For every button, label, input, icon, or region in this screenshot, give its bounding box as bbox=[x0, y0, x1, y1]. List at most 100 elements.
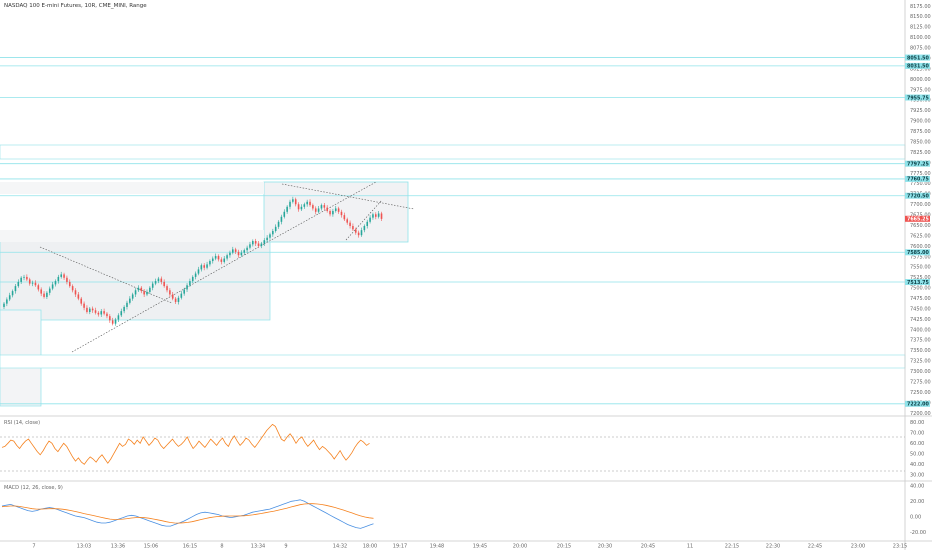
price-tick-label: 7900.00 bbox=[910, 119, 931, 125]
candle-body bbox=[86, 307, 88, 312]
candle-body bbox=[303, 204, 306, 207]
price-tick-label: 7475.00 bbox=[910, 296, 931, 302]
candle-body bbox=[372, 214, 374, 218]
time-tick-label: 19:48 bbox=[430, 544, 444, 550]
price-tick-label: 8175.00 bbox=[910, 4, 931, 10]
candle-body bbox=[343, 215, 346, 220]
time-tick-label: 22:45 bbox=[808, 544, 822, 550]
candle-body bbox=[109, 316, 111, 321]
candle-body bbox=[89, 308, 91, 312]
chart-title: NASDAQ 100 E-mini Futures, 10R, CME_MINI… bbox=[4, 3, 147, 9]
price-tick-label: 7700.00 bbox=[910, 202, 931, 208]
candle-body bbox=[211, 258, 214, 262]
price-tick-label: 7500.00 bbox=[910, 286, 931, 292]
candle-body bbox=[34, 282, 37, 286]
time-tick-label: 8 bbox=[220, 544, 223, 550]
candle-body bbox=[226, 255, 228, 259]
candle-body bbox=[283, 211, 286, 217]
candle-body bbox=[91, 308, 94, 311]
candle-body bbox=[48, 288, 51, 293]
rsi-tick-label: 30.00 bbox=[910, 473, 924, 479]
candle-body bbox=[14, 286, 17, 292]
candle-body bbox=[320, 205, 323, 209]
candle-body bbox=[134, 290, 137, 295]
time-tick-label: 20:00 bbox=[513, 544, 527, 550]
price-tick-label: 7425.00 bbox=[910, 317, 931, 323]
price-tick-label: 7450.00 bbox=[910, 306, 931, 312]
candle-body bbox=[337, 208, 340, 212]
candle-body bbox=[280, 216, 283, 222]
candle-body bbox=[292, 199, 294, 202]
trendlines-layer bbox=[39, 181, 415, 353]
price-tick-label: 7750.00 bbox=[910, 181, 931, 187]
rsi-tick-label: 80.00 bbox=[910, 420, 924, 426]
candle-body bbox=[37, 285, 40, 290]
price-tick-label: 7375.00 bbox=[910, 338, 931, 344]
candle-body bbox=[369, 217, 371, 222]
candle-body bbox=[63, 274, 65, 278]
candle-body bbox=[114, 319, 117, 324]
rsi-tick-label: 60.00 bbox=[910, 441, 924, 447]
macd-tick-label: 0.00 bbox=[910, 515, 921, 521]
price-tick-label: 8150.00 bbox=[910, 14, 931, 20]
macd-tick-label: 40.00 bbox=[910, 484, 924, 490]
candle-body bbox=[191, 276, 194, 282]
rsi-axis: 80.00 70.00 60.00 50.00 40.00 30.00 bbox=[910, 420, 924, 479]
level-tag bbox=[905, 62, 930, 69]
candle-body bbox=[83, 303, 85, 308]
candle-body bbox=[346, 219, 348, 223]
candle-body bbox=[17, 281, 20, 287]
candle-body bbox=[129, 298, 131, 303]
candle-body bbox=[272, 230, 274, 235]
candle-body bbox=[332, 210, 334, 215]
candle-body bbox=[214, 256, 217, 259]
candle-body bbox=[246, 247, 248, 251]
level-tag bbox=[905, 249, 930, 256]
candle-body bbox=[252, 241, 254, 245]
candle-body bbox=[131, 294, 134, 299]
candle-body bbox=[366, 221, 369, 226]
candle-body bbox=[157, 278, 160, 282]
candle-body bbox=[234, 249, 237, 252]
candle-body bbox=[106, 313, 108, 317]
rsi-tick-label: 70.00 bbox=[910, 431, 924, 437]
candle-body bbox=[126, 302, 128, 307]
candle-body bbox=[174, 298, 177, 302]
candle-body bbox=[232, 249, 234, 253]
candle-body bbox=[149, 287, 151, 292]
price-tick-label: 7675.00 bbox=[910, 213, 931, 219]
macd-line bbox=[1, 499, 374, 529]
candle-body bbox=[40, 289, 42, 294]
candle-body bbox=[8, 295, 11, 300]
candle-body bbox=[223, 258, 226, 262]
trendline-up-1 bbox=[71, 243, 265, 353]
candle-body bbox=[277, 221, 280, 227]
time-tick-label: 19:45 bbox=[473, 544, 487, 550]
candle-body bbox=[257, 243, 260, 247]
candle-body bbox=[260, 243, 263, 247]
price-axis: 8175.008150.008125.008100.008075.008050.… bbox=[910, 4, 931, 417]
time-tick-label: 16:15 bbox=[183, 544, 197, 550]
time-tick-label: 22:30 bbox=[766, 544, 780, 550]
candle-body bbox=[380, 213, 383, 219]
candle-body bbox=[200, 265, 203, 270]
candle-body bbox=[117, 315, 120, 320]
candle-body bbox=[43, 293, 45, 297]
candle-body bbox=[123, 306, 125, 312]
time-tick-label: 7 bbox=[32, 544, 35, 550]
level-tag-label: 8031.50 bbox=[907, 64, 930, 70]
candle-body bbox=[140, 287, 143, 292]
candle-body bbox=[274, 226, 277, 231]
candle-body bbox=[323, 205, 326, 208]
level-tag bbox=[905, 94, 930, 101]
candle-body bbox=[306, 201, 308, 205]
level-tags: 8051.50 8031.50 7955.75 7797.25 7760.75 7720.… bbox=[905, 54, 930, 408]
price-tick-label: 7925.00 bbox=[910, 108, 931, 114]
candle-body bbox=[97, 312, 100, 315]
trendline-down-2 bbox=[281, 183, 415, 210]
candle-body bbox=[206, 264, 208, 268]
candle-body bbox=[177, 297, 180, 302]
time-tick-label: 20:45 bbox=[641, 544, 655, 550]
level-tag-label: 7955.75 bbox=[907, 95, 929, 101]
candle-body bbox=[26, 276, 28, 280]
